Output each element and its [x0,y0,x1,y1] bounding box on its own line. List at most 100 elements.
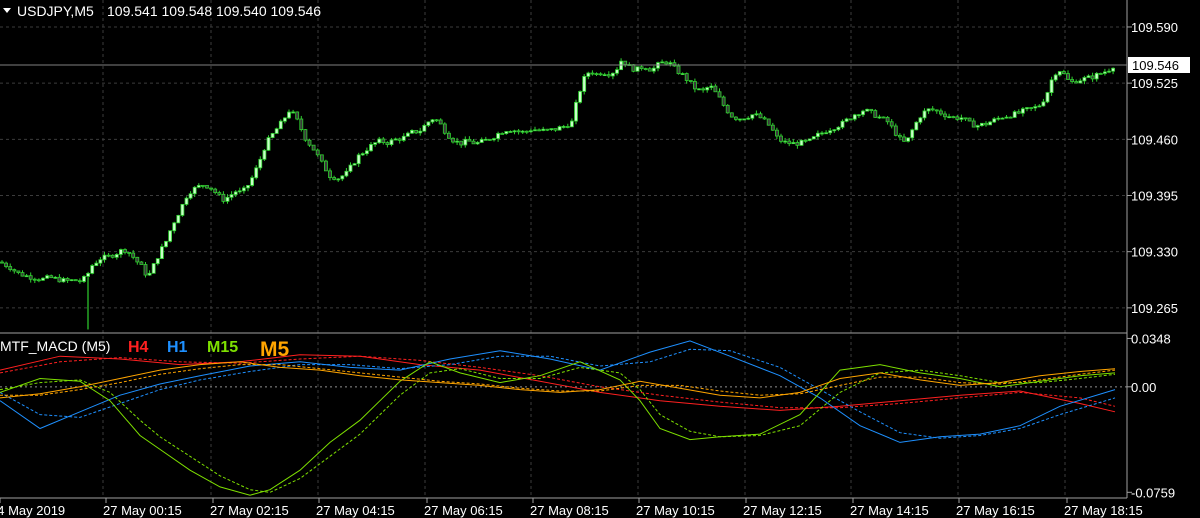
candle-body-189 [775,129,779,137]
candle-body-119 [487,138,492,141]
candle-body-81 [332,177,337,180]
candle-body-4 [16,270,21,273]
candle-body-85 [348,164,353,172]
candle-body-271 [1111,67,1115,72]
candle-body-34 [139,261,144,265]
candle-body-38 [155,258,160,264]
dropdown-triangle-icon[interactable] [3,8,11,13]
macd-lines[interactable] [0,340,1116,496]
macd-m15-main-line [0,361,1116,496]
price-tick-label-3: 109.395 [1131,188,1178,203]
candle-body-216 [885,117,890,123]
candle-body-222 [910,129,915,139]
candle-body-266 [1090,75,1095,80]
candle-body-218 [893,125,898,136]
candle-body-12 [49,275,54,279]
symbol-label: USDJPY,M5 [17,3,94,19]
candle-body-130 [533,129,537,132]
candle-body-150 [615,69,619,74]
candle-body-265 [1086,75,1091,78]
candle-body-44 [180,203,185,216]
time-tick-label-1: 27 May 00:15 [103,503,182,518]
candle-body-187 [766,118,771,126]
candle-body-200 [820,132,824,135]
candle-body-36 [147,272,152,276]
candle-body-132 [541,128,546,131]
candle-body-226 [926,108,931,112]
candle-body-231 [947,116,951,119]
candle-body-176 [721,96,726,106]
candle-body-208 [852,114,857,120]
candle-body-159 [652,67,656,72]
candle-body-31 [127,251,131,254]
candle-body-196 [803,139,808,142]
candle-body-148 [606,74,611,77]
candle-body-269 [1103,71,1107,74]
candle-body-185 [758,113,763,119]
candle-body-121 [496,133,501,139]
candle-body-225 [922,110,927,119]
candle-body-71 [291,111,296,114]
candle-body-207 [848,118,853,121]
time-tick-label-5: 27 May 08:15 [530,503,609,518]
candle-body-60 [246,185,250,189]
candle-body-45 [184,197,189,205]
candle-body-95 [389,139,394,145]
candle-body-239 [980,122,984,127]
candle-body-67 [274,128,279,134]
price-axis-ticks: 109.590 109.525 109.460 109.395 109.330 109.2… [1127,20,1178,316]
candle-body-93 [381,138,386,144]
candle-body-0 [0,261,4,264]
candle-body-96 [393,138,398,141]
time-tick-label-0: 24 May 2019 [0,503,65,518]
time-tick-label-10: 27 May 18:15 [1064,503,1143,518]
candle-body-115 [471,140,476,145]
candle-body-142 [582,76,587,92]
candle-body-147 [602,74,607,77]
candle-body-165 [676,65,681,75]
candle-body-195 [799,139,804,146]
candle-body-104 [426,121,431,126]
candle-body-154 [631,64,636,72]
candle-body-237 [971,120,976,128]
candle-body-259 [1062,71,1066,74]
candle-body-48 [196,184,201,188]
candle-body-157 [643,68,648,70]
candle-body-258 [1057,71,1062,76]
candle-body-166 [680,73,685,75]
price-candles[interactable] [0,58,1115,330]
candle-body-29 [119,249,123,255]
candle-body-156 [639,66,644,69]
candle-body-250 [1025,107,1029,110]
candle-body-183 [750,114,755,119]
candle-body-108 [442,123,447,134]
candle-body-138 [565,126,570,128]
candle-body-217 [889,121,894,127]
ohlc-values: 109.541 109.548 109.540 109.546 [107,3,321,19]
macd-h4-main-line [0,354,1116,413]
macd-m5-main-line [0,361,1116,399]
candle-body-80 [328,170,332,178]
candle-body-182 [746,117,751,120]
candle-body-145 [594,73,599,76]
candle-body-8 [32,278,37,281]
candle-body-42 [172,222,177,232]
candle-body-63 [258,158,263,169]
candle-body-98 [401,135,406,141]
candle-body-180 [738,118,742,121]
candle-body-178 [729,112,734,118]
legend-m15: M15 [207,339,238,356]
candle-body-52 [213,188,218,193]
candle-body-109 [446,132,451,139]
candle-body-261 [1070,79,1074,82]
macd-h1-main-line [0,340,1116,443]
time-tick-label-3: 27 May 04:15 [316,503,395,518]
candle-body-49 [200,184,205,187]
candle-body-260 [1066,73,1070,80]
candle-body-235 [963,117,968,120]
candle-body-251 [1029,107,1033,109]
candle-body-243 [996,117,1001,120]
macd-h1-signal-line [0,348,1116,439]
